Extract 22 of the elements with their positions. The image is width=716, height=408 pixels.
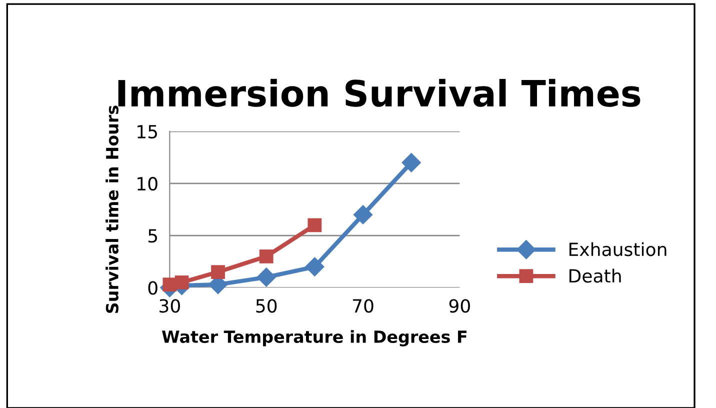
- point: [211, 265, 225, 279]
- point: [174, 275, 189, 290]
- x-tick-label: 70: [353, 299, 374, 313]
- point: [353, 205, 373, 224]
- legend-label: Exhaustion: [570, 242, 666, 256]
- point: [256, 268, 276, 287]
- x-tick-label: 50: [256, 299, 277, 313]
- y-axis-title: Survival time in Hours: [106, 106, 118, 313]
- x-tick-label: 30: [160, 299, 180, 313]
- point: [308, 218, 322, 232]
- x-axis-title: Water Temperature in Degrees F: [162, 330, 466, 346]
- y-tick-label: 10: [138, 176, 158, 191]
- y-tick-label: 0: [148, 281, 158, 295]
- y-tick-label: 5: [148, 229, 158, 243]
- point: [259, 249, 274, 264]
- chart-title: Immersion Survival Times: [118, 78, 640, 107]
- point: [305, 257, 324, 276]
- y-tick-label: 15: [138, 125, 158, 138]
- point: [162, 278, 177, 292]
- legend-label: Death: [570, 268, 621, 283]
- x-tick-label: 90: [449, 299, 470, 313]
- point: [402, 153, 421, 172]
